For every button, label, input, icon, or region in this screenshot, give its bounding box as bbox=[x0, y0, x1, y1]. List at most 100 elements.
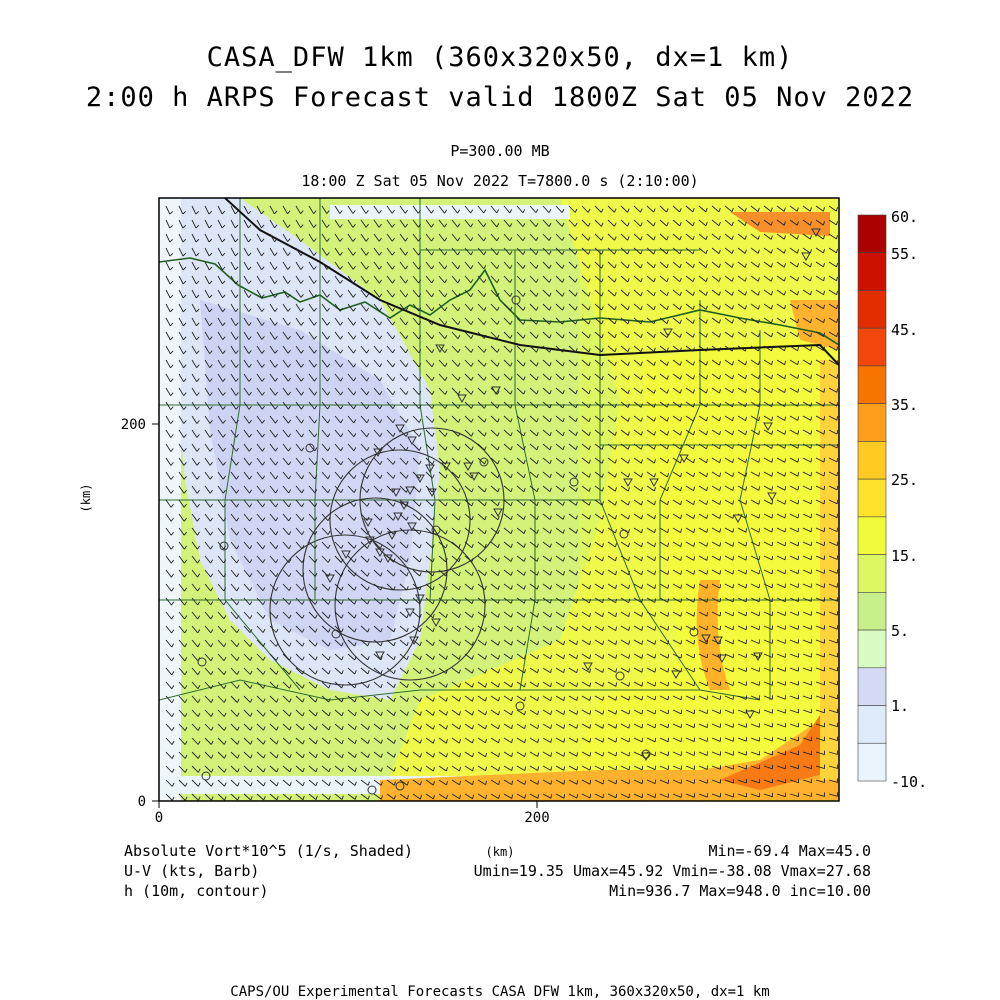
wind-barb bbox=[347, 513, 355, 521]
wind-barb bbox=[542, 597, 551, 604]
wind-barb bbox=[555, 219, 563, 227]
wind-barb-flag bbox=[171, 796, 175, 801]
wind-barb-flag bbox=[313, 238, 317, 242]
wind-barb-flag bbox=[758, 500, 761, 505]
wind-barb bbox=[685, 541, 695, 547]
wind-barb bbox=[178, 611, 185, 620]
wind-barb bbox=[542, 583, 551, 590]
wind-barb bbox=[165, 289, 171, 299]
wind-barb bbox=[243, 723, 251, 731]
wind-barb bbox=[555, 485, 564, 492]
wind-barb bbox=[815, 415, 825, 421]
wind-barb-flag bbox=[549, 529, 552, 534]
wind-barb bbox=[802, 275, 811, 282]
station-triangle bbox=[427, 488, 437, 498]
wind-barb bbox=[399, 331, 407, 340]
wind-barb bbox=[828, 485, 838, 491]
wind-barb bbox=[386, 457, 394, 465]
colorbar-swatch bbox=[857, 403, 887, 442]
wind-barb bbox=[698, 779, 708, 784]
wind-barb bbox=[308, 275, 315, 284]
wind-barb-flag bbox=[496, 334, 500, 339]
wind-barb-flag bbox=[458, 585, 461, 590]
wind-barb-flag bbox=[576, 585, 578, 590]
wind-barb bbox=[477, 723, 486, 730]
wind-barb-flag bbox=[511, 710, 513, 716]
wind-barb-flag bbox=[275, 559, 279, 564]
plot-frame bbox=[158, 197, 840, 802]
wind-barb-flag bbox=[196, 503, 200, 508]
wind-barb-flag bbox=[457, 362, 461, 367]
wind-barb-flag bbox=[497, 599, 500, 604]
wind-barb bbox=[646, 555, 655, 562]
wind-barb-flag bbox=[275, 600, 279, 605]
wind-barb-flag bbox=[300, 363, 304, 368]
wind-barb bbox=[802, 513, 812, 519]
wind-barb bbox=[698, 359, 707, 366]
wind-barb bbox=[490, 709, 499, 716]
wind-barb-flag bbox=[810, 360, 813, 365]
wind-barb-flag bbox=[758, 346, 760, 352]
wind-barb bbox=[802, 247, 811, 254]
wind-barb bbox=[763, 541, 773, 547]
wind-barb bbox=[438, 765, 447, 772]
wind-barb bbox=[321, 527, 329, 535]
colorbar-swatch bbox=[857, 554, 887, 593]
wind-barb bbox=[360, 205, 367, 214]
wind-barb bbox=[750, 387, 759, 394]
wind-barb bbox=[815, 331, 824, 337]
wind-barb-flag bbox=[718, 347, 721, 352]
wind-barb-flag bbox=[471, 627, 474, 632]
wind-barb bbox=[477, 443, 485, 451]
wind-barb bbox=[802, 219, 811, 226]
wind-barb bbox=[204, 387, 211, 396]
wind-barb bbox=[490, 373, 498, 381]
wind-barb-flag bbox=[471, 585, 474, 590]
wind-barb bbox=[412, 205, 419, 214]
wind-barb bbox=[269, 513, 277, 522]
wind-barb bbox=[620, 303, 629, 311]
wind-barb bbox=[802, 555, 812, 561]
wind-barb bbox=[763, 611, 773, 617]
wind-barb-flag bbox=[587, 208, 591, 213]
wind-barb-flag bbox=[289, 726, 292, 731]
wind-barb bbox=[685, 695, 695, 701]
wind-barb bbox=[685, 317, 694, 324]
wind-barb-flag bbox=[771, 374, 773, 379]
wind-barb bbox=[789, 303, 798, 310]
wind-barb-flag bbox=[196, 350, 200, 354]
wind-barb bbox=[217, 289, 223, 299]
wind-barb bbox=[451, 569, 460, 577]
wind-barb bbox=[386, 709, 395, 716]
wind-barb bbox=[373, 583, 381, 591]
wind-barb-flag bbox=[679, 431, 682, 436]
wind-barb-flag bbox=[601, 431, 604, 436]
wind-barb-flag bbox=[771, 388, 773, 393]
wind-barb-flag bbox=[511, 766, 514, 771]
wind-barb-flag bbox=[745, 486, 748, 491]
wind-barb bbox=[542, 345, 550, 353]
wind-barb-flag bbox=[236, 740, 240, 745]
wind-barb-flag bbox=[367, 739, 370, 744]
station-triangle bbox=[373, 448, 383, 458]
wind-barb bbox=[750, 793, 760, 798]
wind-barb-flag bbox=[523, 571, 526, 576]
wind-barb-flag bbox=[718, 361, 721, 366]
wind-barb-flag bbox=[170, 420, 174, 424]
wind-barb bbox=[789, 415, 799, 421]
wind-barb-flag bbox=[563, 668, 565, 673]
wind-barb bbox=[802, 569, 812, 575]
wind-barb-flag bbox=[261, 224, 265, 229]
wind-barb bbox=[828, 303, 837, 310]
wind-barb-flag bbox=[757, 221, 760, 226]
wind-barb bbox=[568, 555, 577, 562]
wind-barb-flag bbox=[379, 474, 383, 479]
wind-barb-flag bbox=[261, 308, 265, 312]
wind-barb bbox=[321, 457, 329, 466]
wind-barb-flag bbox=[301, 503, 305, 508]
wind-barb bbox=[659, 681, 669, 687]
wind-barb-flag bbox=[419, 613, 422, 618]
wind-barb-flag bbox=[485, 724, 487, 730]
wind-barb-flag bbox=[419, 572, 422, 577]
wind-barb-flag bbox=[250, 740, 253, 745]
